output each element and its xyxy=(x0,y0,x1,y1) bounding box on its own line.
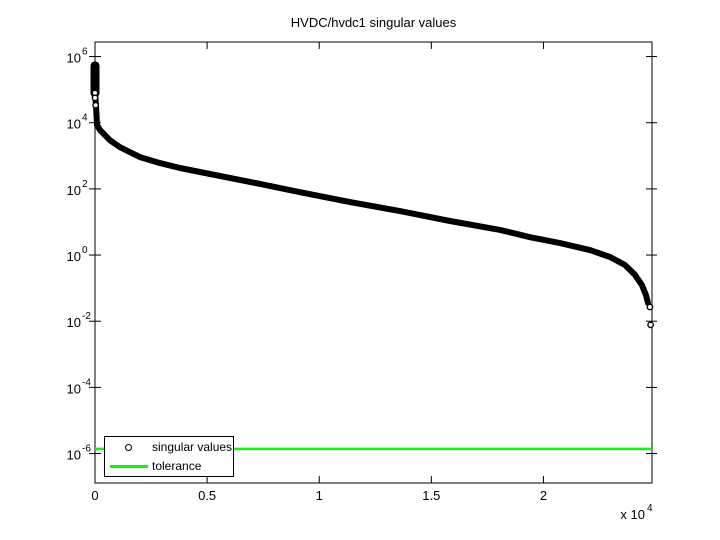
singular-values-curve xyxy=(92,62,651,306)
y-tick-label: 10 xyxy=(67,381,81,396)
x-tick-label: 0 xyxy=(91,488,98,503)
legend-marker-cell xyxy=(105,443,152,451)
circle-marker-icon xyxy=(125,443,132,451)
singular-value-marker xyxy=(91,94,99,102)
y-tick-exponent: 2 xyxy=(82,179,88,190)
legend-marker-cell xyxy=(105,464,152,468)
x-tick-label: 0.5 xyxy=(198,488,216,503)
y-tick-exponent: 4 xyxy=(82,113,88,124)
y-tick-label: 10 xyxy=(67,183,81,198)
plot-title: HVDC/hvdc1 singular values xyxy=(290,15,457,30)
y-tick-exponent: 6 xyxy=(82,47,88,58)
y-tick-exponent: -2 xyxy=(82,311,91,322)
singular-value-marker xyxy=(647,321,655,329)
x-tick-label: 1.5 xyxy=(422,488,440,503)
singular-value-marker xyxy=(92,101,100,109)
legend-entry-singular-values: singular values xyxy=(105,438,233,457)
y-tick-label: 10 xyxy=(67,448,81,463)
legend-label-singular-values: singular values xyxy=(152,440,233,454)
y-tick-exponent: 0 xyxy=(82,245,88,256)
x-tick-label: 1 xyxy=(316,488,323,503)
x-axis-multiplier-label: x 10 xyxy=(620,507,645,522)
green-line-sample-icon xyxy=(109,464,148,468)
singular-value-marker xyxy=(646,303,654,311)
x-axis-multiplier-exponent: 4 xyxy=(647,503,653,514)
plot-box xyxy=(94,41,653,484)
x-tick-label: 2 xyxy=(540,488,547,503)
legend-label-tolerance: tolerance xyxy=(152,459,202,473)
y-tick-label: 10 xyxy=(67,315,81,330)
y-tick-label: 10 xyxy=(67,117,81,132)
y-tick-exponent: -6 xyxy=(82,444,91,455)
y-tick-exponent: -4 xyxy=(82,377,91,388)
legend-entry-tolerance: tolerance xyxy=(105,457,233,476)
y-tick-label: 10 xyxy=(67,249,81,264)
y-tick-label: 10 xyxy=(67,51,81,66)
legend: singular values tolerance xyxy=(104,436,234,477)
